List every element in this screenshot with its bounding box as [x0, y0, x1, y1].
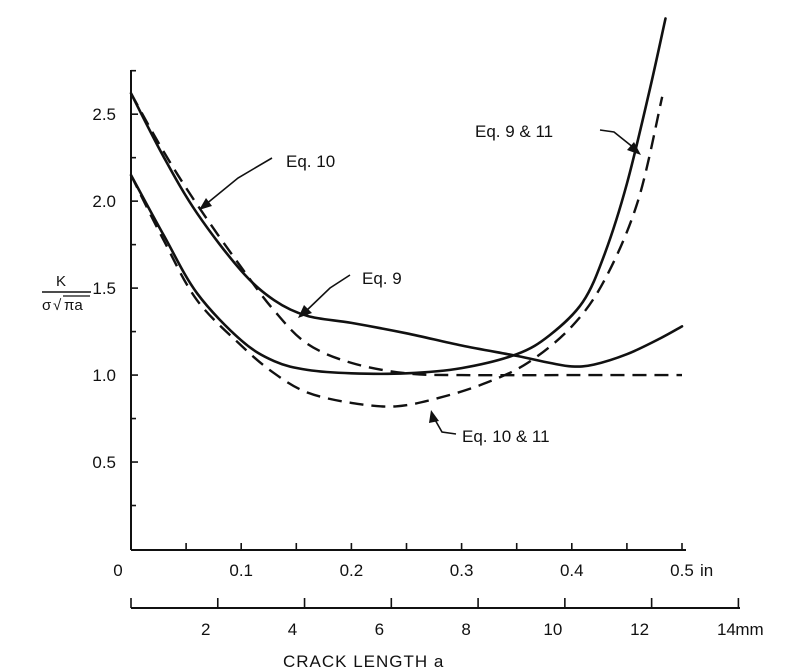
y-axis-title: K σ √ πa: [42, 273, 91, 314]
x-unit-mm: mm: [735, 620, 763, 639]
x-tick-label: 0.1: [229, 561, 253, 580]
mm-tick-label: 6: [375, 620, 384, 639]
x-tick-label: 0.3: [450, 561, 474, 580]
y-label-sqrt: √: [53, 297, 62, 314]
y-tick-label: 2.5: [92, 105, 116, 124]
annotation-eq10: Eq. 10: [286, 152, 335, 171]
arrowhead-eq10-11: [429, 410, 439, 423]
series-layer: [129, 17, 684, 408]
series-eq10: [129, 92, 682, 377]
series-eq9: [129, 92, 684, 368]
mm-tick-label: 12: [630, 620, 649, 639]
mm-tick-label: 4: [288, 620, 297, 639]
mm-tick-label: 2: [201, 620, 210, 639]
arrowhead-eq9: [298, 305, 312, 318]
leader-eq10-11: [433, 417, 457, 435]
mm-tick-label: 10: [543, 620, 562, 639]
y-tick-label: 2.0: [92, 192, 116, 211]
series-eq10-11: [129, 96, 664, 408]
leader-eq9: [304, 274, 351, 313]
y-label-radicand: πa: [64, 297, 83, 314]
x-tick-label: 0.4: [560, 561, 584, 580]
axes: [130, 70, 740, 609]
x-tick-label: 0.5: [670, 561, 694, 580]
arrowhead-eq10: [199, 198, 212, 210]
x-tick-label: 0.2: [340, 561, 364, 580]
annotation-eq9: Eq. 9: [362, 269, 402, 288]
y-label-sigma: σ: [42, 297, 52, 314]
mm-tick-label: 14: [717, 620, 736, 639]
annotation-eq9-11: Eq. 9 & 11: [475, 122, 553, 141]
mm-tick-label: 8: [461, 620, 470, 639]
ticks: [130, 69, 740, 608]
leader-eq10: [204, 157, 273, 206]
tick-labels: 0.5 1.0 1.5 2.0 2.5 0.1 0.2 0.3 0.4 0.5 0 in 2 4 6 8 10 1…: [92, 105, 763, 639]
y-tick-label: 1.0: [92, 366, 116, 385]
series-eq9-11: [129, 17, 667, 376]
y-tick-label: 0.5: [92, 453, 116, 472]
arrowhead-eq9-11: [627, 142, 641, 155]
x-unit-in: in: [700, 561, 713, 580]
origin-label: 0: [113, 561, 122, 580]
annotations: Eq. 10 Eq. 9 Eq. 9 & 11 Eq. 10 & 11: [199, 122, 641, 446]
leader-eq9-11: [599, 129, 635, 149]
annotation-eq10-11: Eq. 10 & 11: [462, 427, 550, 446]
y-tick-label: 1.5: [92, 279, 116, 298]
y-label-numerator: K: [56, 273, 66, 290]
x-axis-title: CRACK LENGTH a: [283, 652, 444, 671]
